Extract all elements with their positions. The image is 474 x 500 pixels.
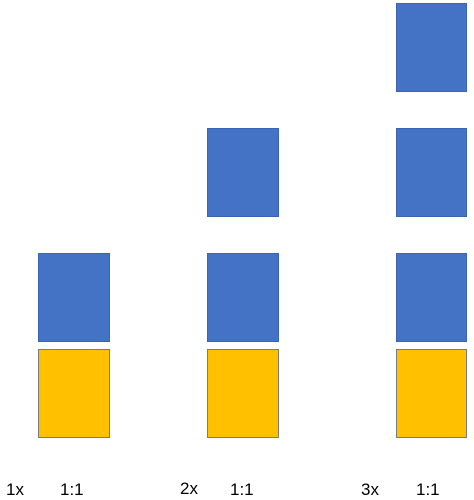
multiplier-label: 2x xyxy=(180,479,198,498)
multiplier-label: 1x xyxy=(6,480,24,499)
blue-block xyxy=(207,253,279,342)
yellow-block xyxy=(396,349,467,438)
blue-block xyxy=(396,128,467,217)
ratio-label: 1:1 xyxy=(60,480,84,499)
blue-block xyxy=(396,253,467,342)
yellow-block xyxy=(207,349,279,438)
multiplier-label: 3x xyxy=(361,480,379,499)
blue-block xyxy=(38,253,110,342)
ratio-label: 1:1 xyxy=(230,480,254,499)
ratio-label: 1:1 xyxy=(416,480,440,499)
yellow-block xyxy=(38,349,110,438)
blue-block xyxy=(207,128,279,217)
blue-block xyxy=(396,3,467,92)
